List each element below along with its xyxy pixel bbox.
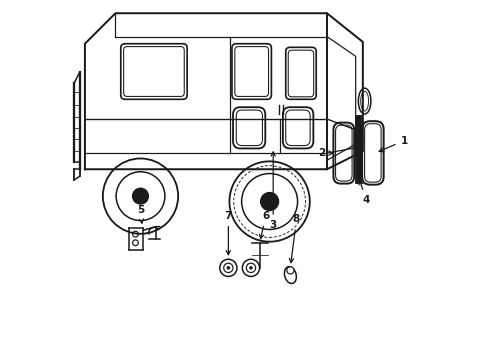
Circle shape <box>249 266 252 270</box>
Circle shape <box>260 193 278 211</box>
Text: 4: 4 <box>358 180 369 205</box>
Circle shape <box>132 240 138 246</box>
Text: 2: 2 <box>317 148 332 158</box>
Circle shape <box>286 267 293 274</box>
Circle shape <box>132 231 138 237</box>
Text: 6: 6 <box>259 211 269 239</box>
Text: 3: 3 <box>269 152 276 230</box>
Text: 5: 5 <box>137 206 144 223</box>
Circle shape <box>132 188 148 204</box>
Text: 8: 8 <box>289 215 300 263</box>
Circle shape <box>226 266 230 270</box>
Text: 1: 1 <box>379 136 407 152</box>
Text: 7: 7 <box>224 211 232 255</box>
